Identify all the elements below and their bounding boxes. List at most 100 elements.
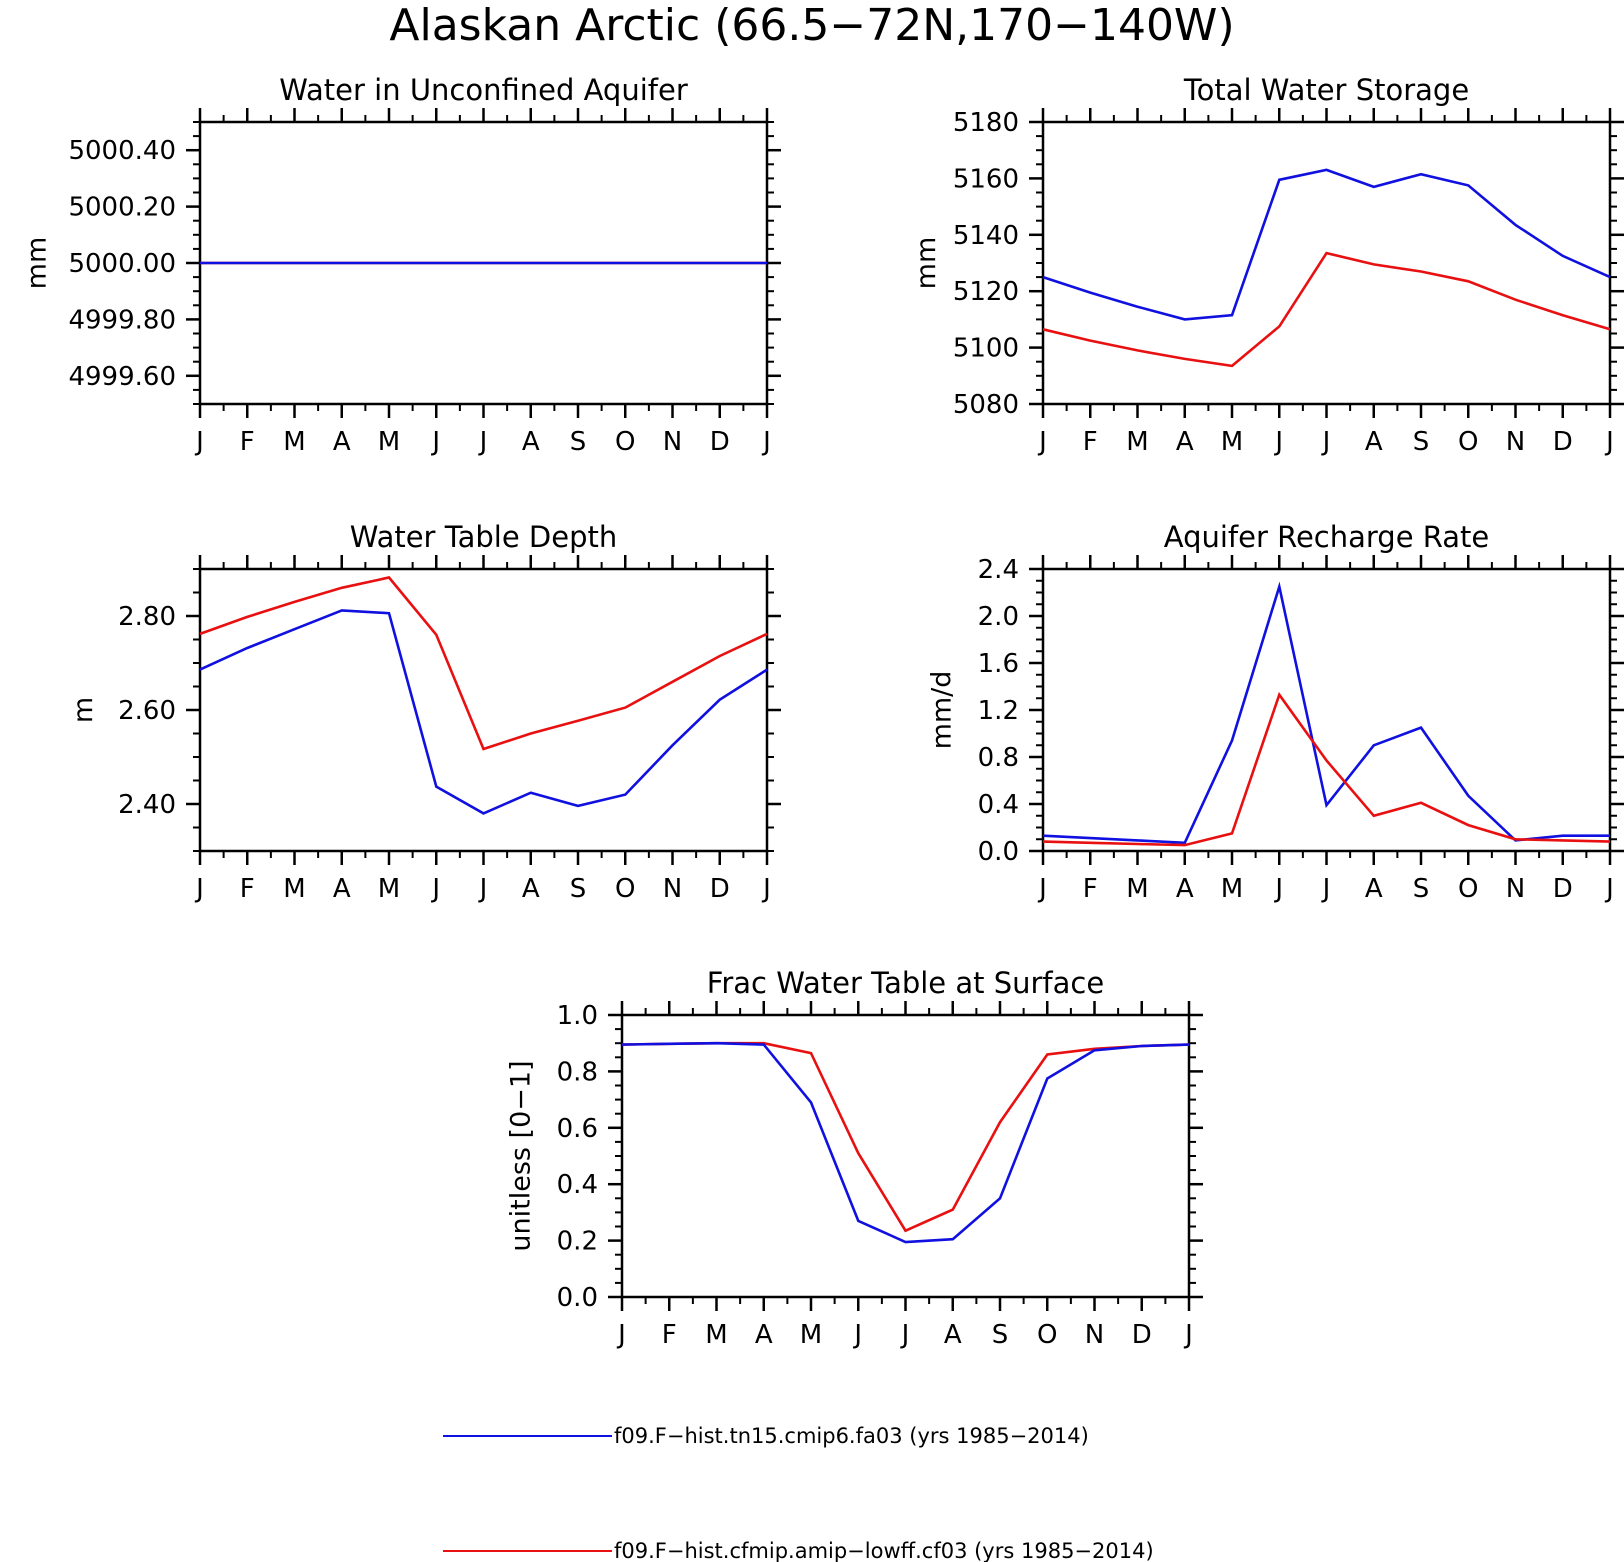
y-tick-label: 5120 [953,277,1019,307]
chart-title: Aquifer Recharge Rate [1164,520,1490,554]
x-tick-label: M [1126,874,1148,904]
y-tick-label: 5160 [953,164,1019,194]
x-tick-label: N [663,874,682,904]
x-tick-label: A [333,874,351,904]
y-tick-label: 4999.60 [68,362,176,392]
x-tick-label: O [1037,1320,1057,1350]
chart-title: Water in Unconfined Aquifer [279,73,688,107]
x-tick-label: O [615,427,635,457]
x-tick-label: A [944,1320,962,1350]
y-tick-label: 0.8 [978,743,1019,773]
x-tick-label: J [761,874,771,904]
x-tick-label: S [992,1320,1009,1350]
y-tick-label: 2.60 [118,696,176,726]
x-tick-label: J [1321,874,1331,904]
plot-frame [198,567,769,853]
x-tick-label: A [1365,874,1383,904]
x-tick-label: A [1176,427,1194,457]
y-tick-label: 5000.00 [68,249,176,279]
x-tick-label: D [710,427,730,457]
y-tick-label: 2.4 [978,555,1019,585]
y-tick-label: 5000.40 [68,136,176,166]
x-tick-label: M [1221,874,1243,904]
y-axis-label: mm [911,237,942,290]
series-line-1 [1042,168,1611,321]
x-tick-label: J [478,874,488,904]
x-tick-label: F [240,874,255,904]
x-tick-label: S [1413,427,1430,457]
x-tick-label: J [194,427,204,457]
x-tick-label: A [1176,874,1194,904]
x-tick-label: M [705,1320,727,1350]
x-tick-label: N [1506,427,1525,457]
x-tick-label: J [852,1320,862,1350]
x-tick-label: J [1037,427,1047,457]
y-tick-label: 0.0 [557,1283,598,1313]
x-tick-label: J [616,1320,626,1350]
x-tick-label: J [1321,427,1331,457]
y-tick-label: 0.2 [557,1227,598,1257]
y-tick-label: 1.2 [978,696,1019,726]
y-tick-label: 5080 [953,390,1019,420]
y-axis-label: mm [22,237,53,290]
series-line-1 [199,576,768,751]
x-tick-label: J [761,427,771,457]
x-tick-label: N [1506,874,1525,904]
x-tick-label: J [1604,427,1614,457]
x-tick-label: J [1037,874,1047,904]
y-tick-label: 0.4 [557,1170,598,1200]
y-axis-label: m [68,697,99,723]
y-axis-label: mm/d [927,671,958,750]
chart-title: Frac Water Table at Surface [707,966,1104,1000]
x-tick-label: O [615,874,635,904]
x-tick-label: D [710,874,730,904]
plot-frame [1041,567,1612,853]
x-tick-label: F [662,1320,677,1350]
x-tick-label: D [1132,1320,1152,1350]
legend: f09.F−hist.tn15.cmip6.fa03 (yrs 1985−201… [443,1424,1154,1562]
y-tick-label: 5100 [953,334,1019,364]
x-tick-label: S [1413,874,1430,904]
x-tick-label: S [570,427,587,457]
series-line-2 [1042,251,1611,368]
y-tick-label: 5140 [953,221,1019,251]
x-tick-label: A [522,427,540,457]
x-tick-label: J [478,427,488,457]
plot-frame [1041,120,1612,406]
series-line-2 [199,609,768,815]
y-tick-label: 1.0 [557,1001,598,1031]
chart-title: Total Water Storage [1183,73,1469,107]
x-tick-label: D [1553,874,1573,904]
x-tick-label: M [378,427,400,457]
y-tick-label: 1.6 [978,649,1019,679]
x-tick-label: A [755,1320,773,1350]
x-tick-label: N [663,427,682,457]
x-tick-label: J [194,874,204,904]
y-tick-label: 2.80 [118,602,176,632]
x-tick-label: F [1083,427,1098,457]
plot-frame [620,1013,1191,1299]
y-tick-label: 2.0 [978,602,1019,632]
y-tick-label: 2.40 [118,790,176,820]
x-tick-label: M [800,1320,822,1350]
x-tick-label: F [240,427,255,457]
x-tick-label: N [1085,1320,1104,1350]
x-tick-label: O [1458,427,1478,457]
y-tick-label: 0.6 [557,1114,598,1144]
x-tick-label: D [1553,427,1573,457]
x-tick-label: J [1183,1320,1193,1350]
x-tick-label: J [430,427,440,457]
x-tick-label: A [333,427,351,457]
series-line-2 [621,1041,1190,1244]
y-tick-label: 5180 [953,108,1019,138]
x-tick-label: M [1126,427,1148,457]
x-tick-label: M [378,874,400,904]
y-axis-label: unitless [0−1] [506,1060,537,1251]
x-tick-label: J [430,874,440,904]
series-line-1 [1042,581,1610,845]
y-tick-label: 5000.20 [68,193,176,223]
